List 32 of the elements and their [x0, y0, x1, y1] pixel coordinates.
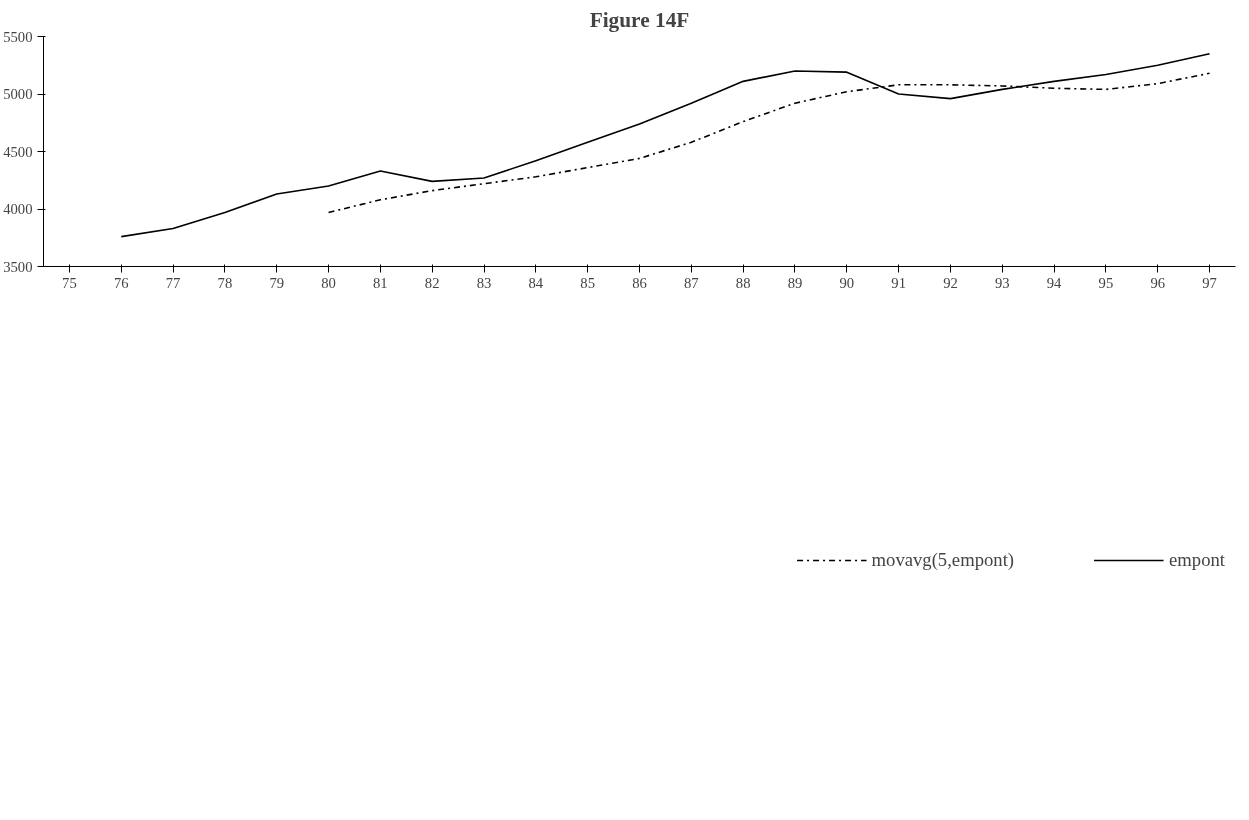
x-tick-label: 79: [269, 274, 285, 291]
x-tick-label: 89: [787, 274, 803, 291]
legend-label: empont: [1169, 549, 1225, 571]
chart-title: Figure 14F: [589, 7, 690, 32]
x-tick-label: 97: [1202, 274, 1217, 291]
x-tick-label: 82: [424, 274, 440, 291]
x-tick-label: 84: [528, 274, 544, 291]
y-tick-label: 4000: [3, 201, 33, 217]
x-tick-label: 95: [1098, 274, 1114, 291]
x-tick-label: 83: [476, 274, 492, 291]
y-tick-label: 3500: [3, 258, 33, 275]
x-tick-label: 86: [632, 274, 647, 291]
line-series: [120, 52, 1211, 238]
x-tick-label: 93: [994, 274, 1010, 291]
x-tick-label: 87: [684, 274, 699, 291]
x-tick-label: 77: [165, 274, 181, 291]
x-tick-label: 85: [580, 274, 595, 291]
x-tick-label: 76: [113, 274, 129, 291]
x-tick-label: 75: [62, 274, 77, 291]
x-tick-label: 91: [891, 274, 906, 291]
y-tick-label: 4500: [3, 143, 33, 160]
x-tick-label: 80: [321, 274, 336, 291]
y-tick-label: 5000: [3, 86, 33, 102]
x-tick-label: 94: [1046, 274, 1063, 291]
x-tick-label: 78: [217, 274, 233, 291]
x-tick-label: 81: [373, 274, 388, 291]
x-tick-label: 96: [1150, 274, 1166, 291]
x-tick-label: 90: [839, 274, 855, 291]
x-tick-label: 92: [943, 274, 958, 291]
legend-label: movavg(5,empont): [871, 549, 1015, 571]
y-tick-label: 5500: [3, 28, 33, 45]
x-tick-label: 88: [735, 274, 751, 291]
